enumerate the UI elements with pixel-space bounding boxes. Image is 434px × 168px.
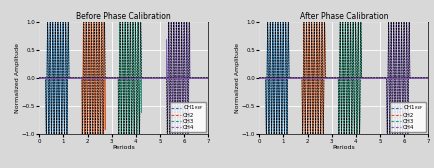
Y-axis label: Normalized Amplitude: Normalized Amplitude: [235, 43, 240, 113]
Legend: CH1$_{REF}$, CH2, CH3, CH4: CH1$_{REF}$, CH2, CH3, CH4: [169, 102, 205, 132]
Legend: CH1$_{REF}$, CH2, CH3, CH4: CH1$_{REF}$, CH2, CH3, CH4: [389, 102, 425, 132]
X-axis label: Periods: Periods: [112, 145, 135, 150]
Title: After Phase Calibration: After Phase Calibration: [299, 12, 387, 21]
Y-axis label: Normalized Amplitude: Normalized Amplitude: [15, 43, 20, 113]
X-axis label: Periods: Periods: [332, 145, 355, 150]
Title: Before Phase Calibration: Before Phase Calibration: [76, 12, 171, 21]
